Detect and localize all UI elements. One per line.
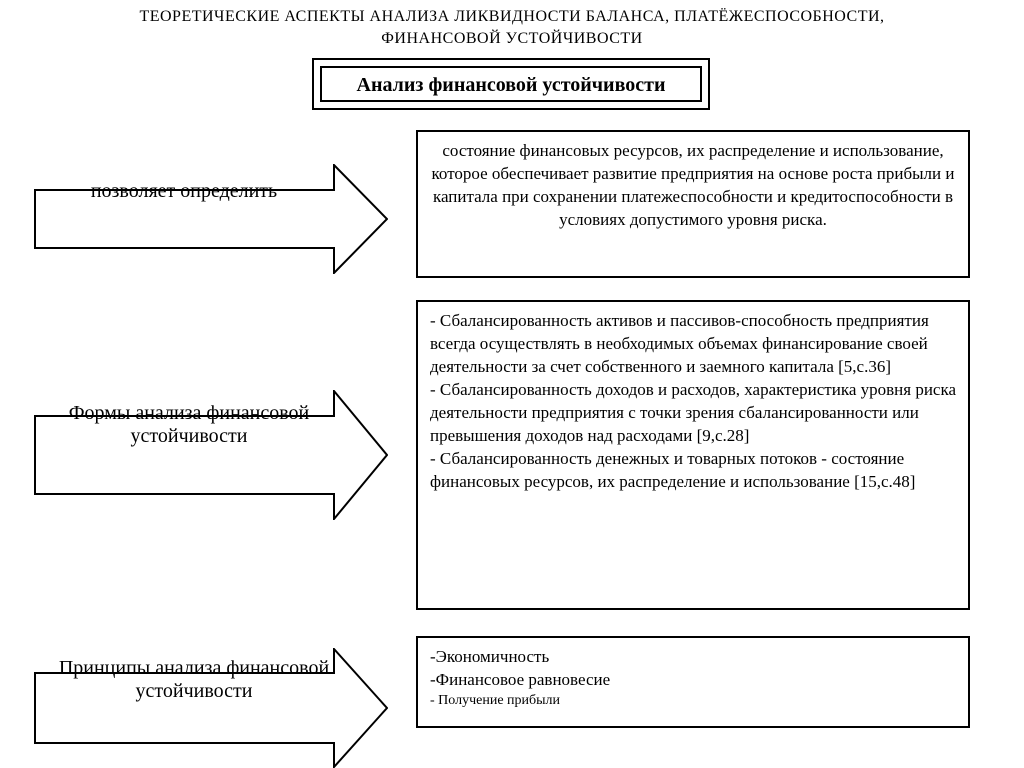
content-line: - Сбалансированность денежных и товарных… (430, 448, 956, 494)
content-paragraph: состояние финансовых ресурсов, их распре… (430, 140, 956, 232)
content-box-0: состояние финансовых ресурсов, их распре… (416, 130, 970, 278)
page-title-line1: ТЕОРЕТИЧЕСКИЕ АСПЕКТЫ АНАЛИЗА ЛИКВИДНОСТ… (0, 0, 1024, 30)
main-box: Анализ финансовой устойчивости (320, 66, 702, 102)
arrow-2 (34, 648, 388, 768)
arrow-0 (34, 164, 388, 274)
content-line: - Сбалансированность активов и пассивов-… (430, 310, 956, 379)
content-box-1: - Сбалансированность активов и пассивов-… (416, 300, 970, 610)
content-line: - Сбалансированность доходов и расходов,… (430, 379, 956, 448)
content-box-2: -Экономичность-Финансовое равновесие- По… (416, 636, 970, 728)
arrow-1 (34, 390, 388, 520)
content-line-small: - Получение прибыли (430, 692, 956, 711)
page-title-line2: ФИНАНСОВОЙ УСТОЙЧИВОСТИ (0, 30, 1024, 56)
content-line: -Экономичность (430, 646, 956, 669)
content-line: -Финансовое равновесие (430, 669, 956, 692)
